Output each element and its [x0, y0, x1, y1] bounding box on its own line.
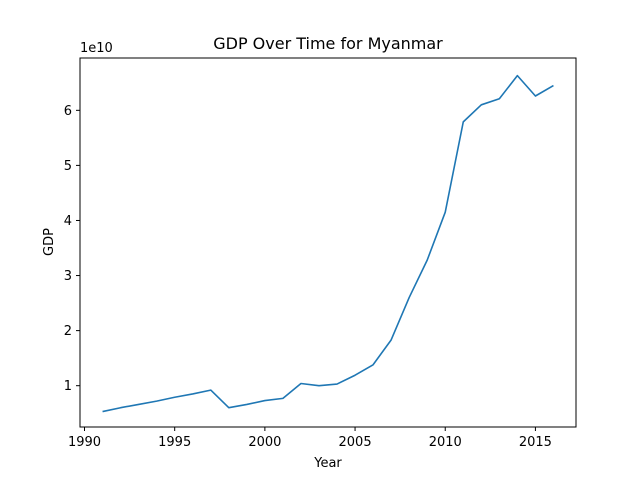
x-axis-title: Year [313, 456, 342, 471]
plot-area [102, 74, 554, 413]
x-tick-label-1995: 1995 [158, 435, 191, 450]
chart-title: GDP Over Time for Myanmar [213, 34, 443, 53]
series-line-0 [102, 74, 554, 413]
plot-frame [79, 57, 577, 428]
x-tick-label-2015: 2015 [519, 435, 552, 450]
y-tick-label-1: 1 [64, 379, 72, 394]
y-tick-label-6: 6 [64, 104, 72, 119]
y-tick-label-5: 5 [64, 159, 72, 174]
x-tick-label-2000: 2000 [248, 435, 281, 450]
y-axis: 1 2 3 4 5 6 [64, 104, 80, 394]
y-tick-label-3: 3 [64, 269, 72, 284]
y-axis-offset-label: 1e10 [80, 41, 113, 56]
x-tick-label-2005: 2005 [339, 435, 372, 450]
y-axis-title: GDP [42, 228, 57, 256]
x-tick-label-2010: 2010 [429, 435, 462, 450]
x-axis: 1990 1995 2000 2005 2010 2015 [68, 427, 552, 450]
y-tick-label-2: 2 [64, 324, 72, 339]
x-tick-label-1990: 1990 [68, 435, 101, 450]
y-tick-label-4: 4 [64, 214, 72, 229]
